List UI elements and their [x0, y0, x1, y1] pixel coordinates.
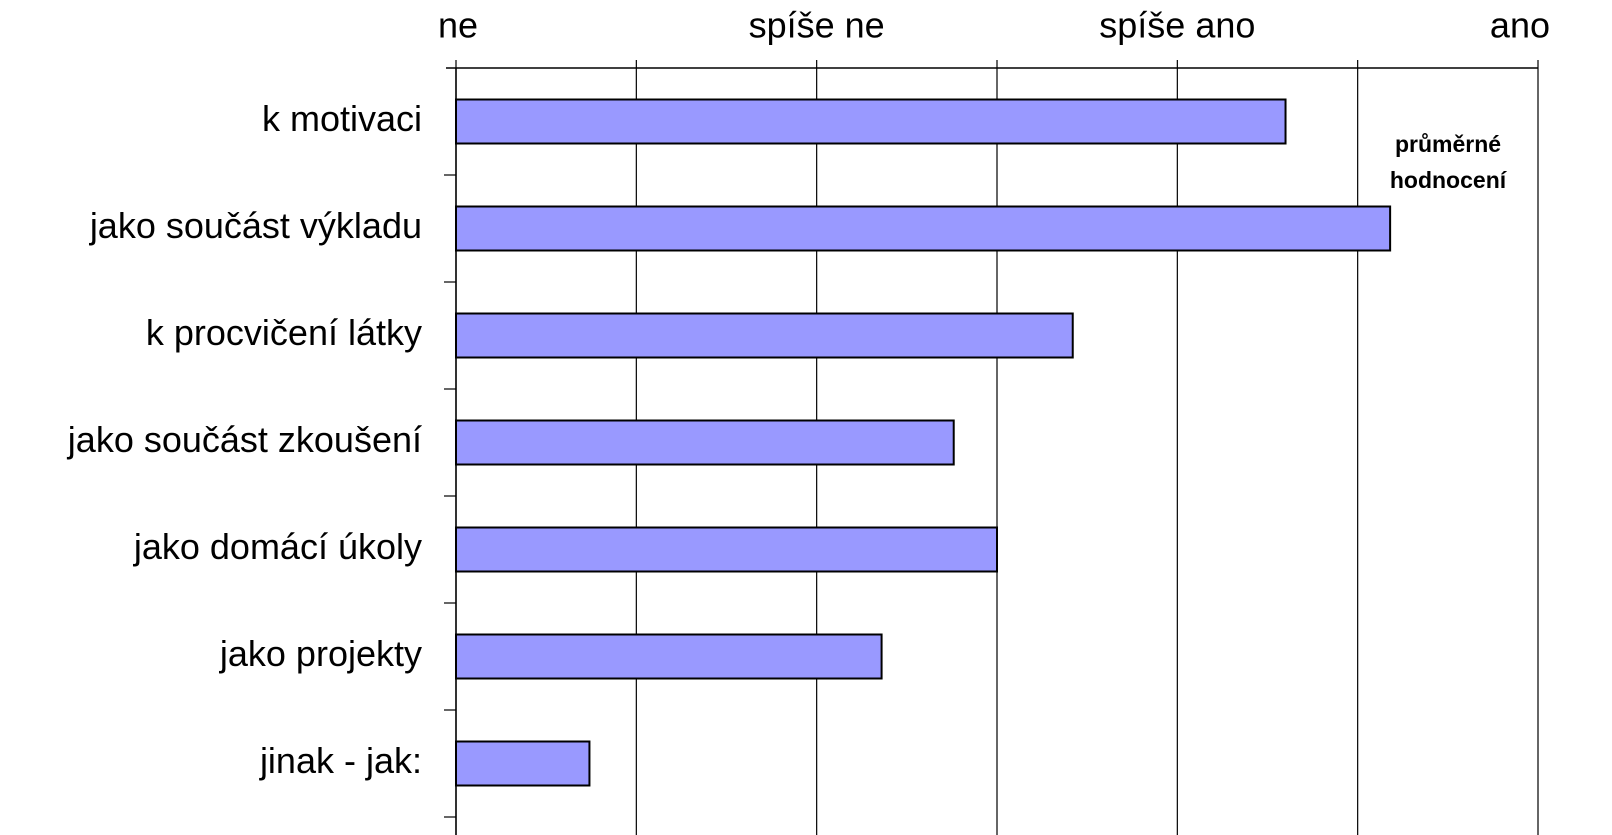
y-tick-label: jako projekty — [219, 633, 422, 674]
annotation: průměrné — [1395, 131, 1501, 157]
bar — [455, 526, 998, 573]
y-tick-label: jako domácí úkoly — [133, 526, 422, 567]
bar — [455, 205, 1392, 252]
y-tick-label: jinak - jak: — [259, 740, 422, 781]
bar — [455, 740, 591, 787]
y-tick-label: jako součást zkoušení — [67, 419, 422, 460]
y-tick-label: k motivaci — [262, 98, 422, 139]
x-tick-label: spíše ne — [749, 5, 885, 46]
bar — [455, 419, 955, 466]
y-tick-label: k procvičení látky — [146, 312, 422, 353]
bar — [455, 98, 1287, 145]
annotation: hodnocení — [1390, 167, 1508, 193]
bar — [455, 312, 1074, 359]
y-tick-label: jako součást výkladu — [89, 205, 422, 246]
bar — [455, 633, 883, 680]
x-tick-label: ano — [1490, 5, 1550, 46]
x-tick-label: ne — [438, 5, 478, 46]
x-tick-label: spíše ano — [1099, 5, 1255, 46]
